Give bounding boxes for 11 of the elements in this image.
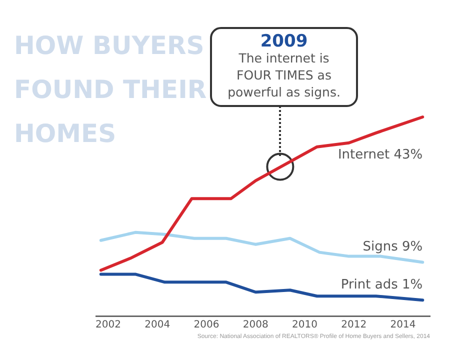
x-tick-label: 2006 (194, 320, 220, 331)
x-tick-label: 2010 (292, 320, 318, 331)
series-label: Print ads 1% (340, 277, 423, 292)
text: 2009 The internet is FOUR TIMES as powerful as signs. (228, 31, 340, 100)
x-tick-label: 2004 (144, 320, 170, 331)
series-label: Internet 43% (338, 147, 423, 162)
x-tick-label: 2012 (341, 320, 367, 331)
x-tick-label: 2002 (96, 320, 122, 331)
x-tick-label: 2008 (242, 320, 268, 331)
series-label: Signs 9% (362, 240, 423, 255)
x-tick-label: 2014 (390, 320, 416, 331)
